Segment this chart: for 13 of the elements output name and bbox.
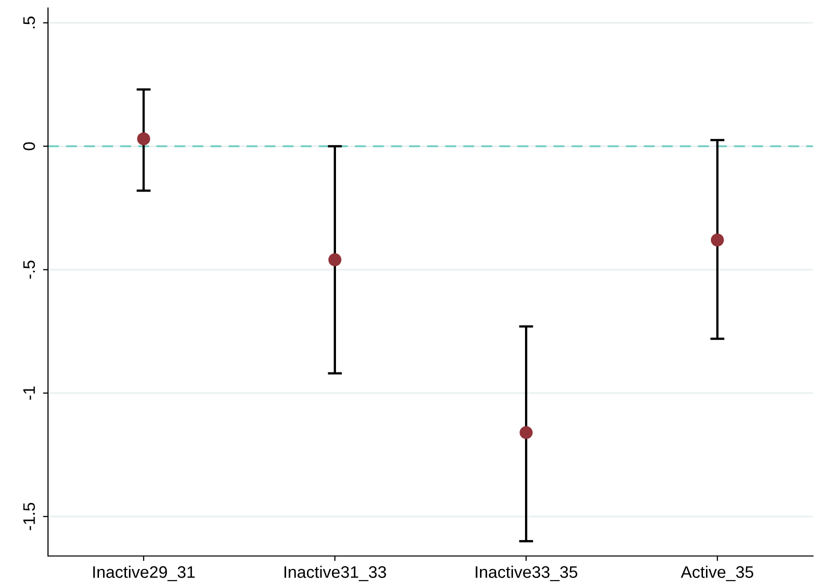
x-tick-label: Inactive31_33 — [284, 566, 386, 582]
x-tick-label: Inactive29_31 — [93, 566, 195, 582]
point — [520, 426, 533, 440]
x-tick-label: Inactive33_35 — [476, 566, 578, 582]
y-tick-label: -1 — [23, 386, 35, 400]
point — [137, 132, 150, 146]
point — [328, 253, 342, 266]
y-tick-label: 0 — [23, 142, 35, 150]
y-tick-label: .5 — [23, 16, 35, 28]
y-tick-label: -1.5 — [23, 502, 35, 530]
point — [710, 234, 724, 247]
y-tick-label: -.5 — [23, 260, 35, 279]
x-tick-label: Active_35 — [680, 566, 754, 582]
